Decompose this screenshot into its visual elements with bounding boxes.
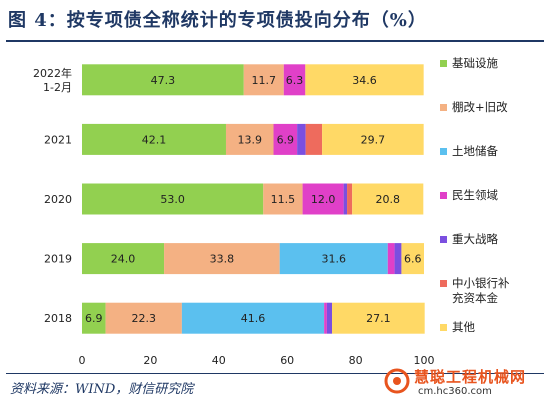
x-tick-label: 60: [280, 354, 294, 367]
data-label: 6.9: [277, 133, 295, 146]
data-label: 29.7: [361, 133, 386, 146]
bar-segment: [82, 183, 264, 215]
stacked-bar-chart: 47.3 11.7 6.3 34.6 42.1 13.9 6.9 29.7 53.0 11.5 12…: [33, 56, 510, 367]
category-label: 2019: [44, 253, 72, 266]
bar-segment: [82, 64, 244, 96]
x-tick-label: 100: [414, 354, 435, 367]
watermark-logo-icon: [384, 368, 410, 394]
category-label: 2021: [44, 133, 72, 146]
legend-label: 土地储备: [452, 144, 498, 158]
data-label: 11.7: [252, 74, 277, 87]
bar-segment: [326, 302, 333, 334]
legend-label: 其他: [452, 320, 475, 334]
data-label: 27.1: [366, 312, 391, 325]
data-label: 20.8: [375, 193, 400, 206]
source-note: 资料来源：WIND，财信研究院: [10, 382, 194, 397]
bar-segment: [394, 243, 402, 275]
bar-segment: [82, 302, 106, 334]
category-label: 2020: [44, 193, 72, 206]
bar-segment: [305, 64, 424, 96]
bar-segment: [164, 243, 280, 275]
data-label: 42.1: [142, 133, 167, 146]
x-tick-label: 0: [79, 354, 86, 367]
data-label: 41.6: [241, 312, 266, 325]
watermark-url: cm.hc360.com: [418, 386, 492, 397]
bar-segment: [82, 243, 165, 275]
x-tick-label: 20: [143, 354, 157, 367]
bar-segment: [181, 302, 325, 334]
bar-segment: [297, 123, 306, 155]
bar-segment: [332, 302, 425, 334]
bar-segment: [305, 123, 323, 155]
data-label: 6.3: [286, 74, 304, 87]
bar-segment: [352, 183, 424, 215]
legend-swatch: [440, 324, 447, 331]
bar-segment: [225, 123, 274, 155]
bar-segment: [279, 243, 388, 275]
legend-label: 棚改+旧改: [452, 100, 508, 114]
legend-label: 重大战略: [452, 232, 498, 246]
category-label: 2022年 1-2月: [33, 66, 72, 94]
bar-segment: [302, 183, 344, 215]
bar-segment: [324, 302, 327, 334]
chart-title: 图 4：按专项债全称统计的专项债投向分布（%）: [8, 10, 427, 31]
watermark-name: 慧聪工程机械网: [414, 368, 527, 386]
watermark: 慧聪工程机械网 cm.hc360.com: [384, 366, 544, 406]
legend-swatch: [440, 280, 447, 287]
legend-label: 民生领域: [452, 188, 498, 202]
bar-segment: [401, 243, 424, 275]
bar-segment: [82, 123, 226, 155]
bar-segment: [105, 302, 182, 334]
bar-segment: [387, 243, 395, 275]
legend-swatch: [440, 192, 447, 199]
bar-segment: [347, 183, 353, 215]
legend-swatch: [440, 236, 447, 243]
data-label: 22.3: [131, 312, 156, 325]
data-label: 12.0: [311, 193, 336, 206]
source-divider: [6, 373, 544, 374]
data-label: 53.0: [160, 193, 185, 206]
bar-segment: [322, 123, 424, 155]
bar-segment: [283, 64, 306, 96]
bar-segment: [343, 183, 348, 215]
data-label: 11.5: [271, 193, 296, 206]
legend-label: 中小银行补充资本金: [452, 276, 510, 305]
legend-swatch: [440, 104, 447, 111]
data-label: 6.9: [85, 312, 103, 325]
data-label: 6.6: [404, 253, 422, 266]
x-tick-label: 80: [349, 354, 363, 367]
legend-swatch: [440, 60, 447, 67]
data-label: 47.3: [151, 74, 176, 87]
data-label: 31.6: [321, 253, 346, 266]
data-label: 33.8: [210, 253, 235, 266]
bar-segment: [263, 183, 303, 215]
x-tick-label: 40: [212, 354, 226, 367]
data-label: 34.6: [352, 74, 377, 87]
category-label: 2018: [44, 312, 72, 325]
bar-segment: [273, 123, 298, 155]
legend-label: 基础设施: [452, 56, 498, 70]
bar-segment: [243, 64, 284, 96]
data-label: 24.0: [111, 253, 136, 266]
legend-swatch: [440, 148, 447, 155]
title-divider: [6, 40, 544, 42]
data-label: 13.9: [238, 133, 263, 146]
